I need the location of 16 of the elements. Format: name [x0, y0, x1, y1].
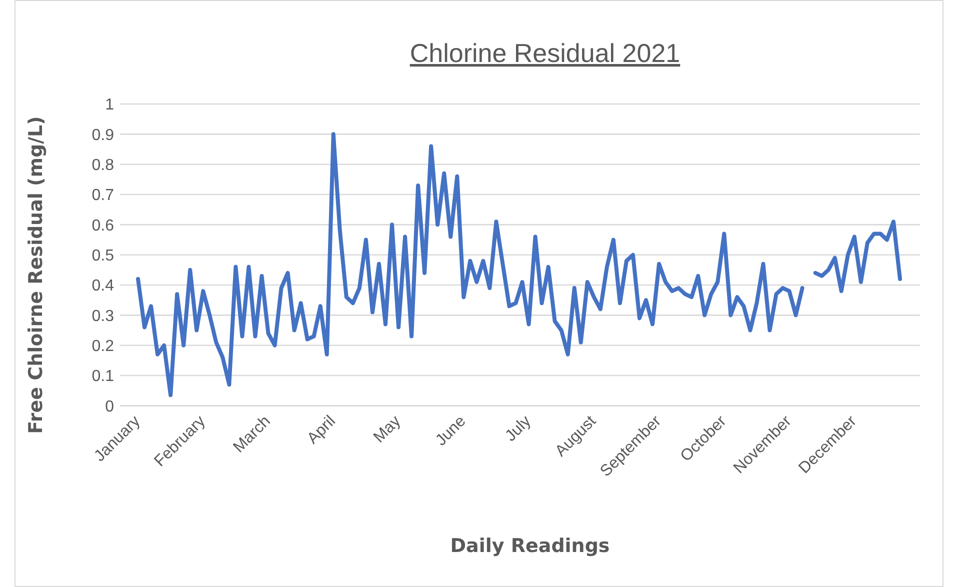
y-tick-label: 0.4 [92, 278, 114, 295]
y-tick-label: 0.7 [92, 187, 114, 204]
y-tick-label: 0.5 [92, 247, 114, 264]
y-axis-title: Free Chloirne Residual (mg/L) [25, 116, 47, 434]
y-tick-label: 1 [105, 96, 114, 114]
y-tick-label: 0.1 [92, 368, 114, 386]
y-tick-label: 0.8 [92, 156, 114, 174]
x-tick-label: May [370, 412, 404, 446]
y-tick-label: 0 [105, 398, 114, 416]
chart-title: Chlorine Residual 2021 [410, 38, 680, 68]
x-axis-title: Daily Readings [450, 535, 610, 557]
x-tick-label: July [502, 412, 534, 445]
y-tick-label: 0.9 [92, 126, 114, 144]
y-tick-label: 0.6 [92, 217, 114, 234]
y-tick-label: 0.2 [92, 338, 114, 355]
y-tick-label: 0.3 [92, 308, 114, 325]
